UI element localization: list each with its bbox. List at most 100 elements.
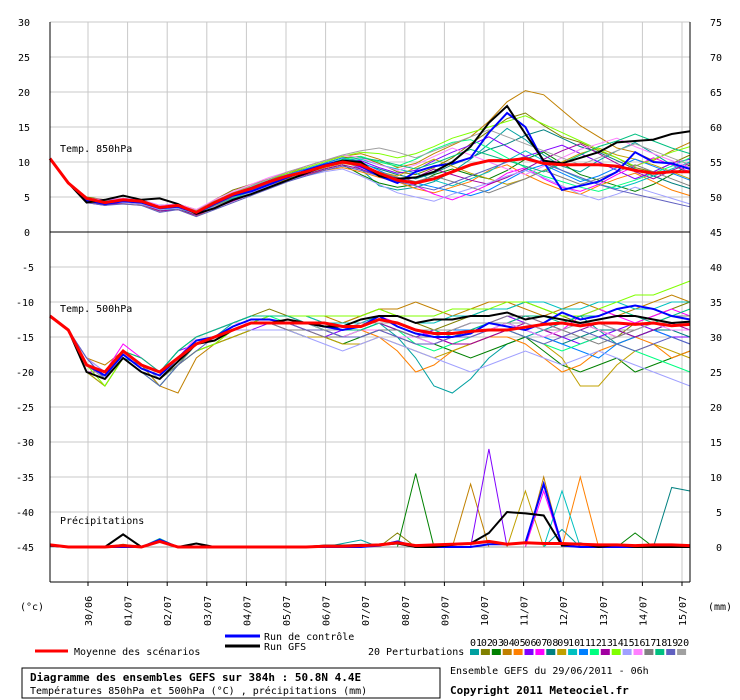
legend-gfs-label: Run GFS — [264, 642, 306, 653]
footer-box — [21, 667, 441, 699]
grid — [50, 21, 690, 582]
t500-perturbation-line — [49, 315, 691, 387]
legend-perturbation-swatch — [611, 649, 621, 655]
legend-perturbation-number: 11 — [579, 638, 591, 649]
footer-subtitle: Températures 850hPa et 500hPa (°C) , pré… — [30, 685, 367, 697]
legend-perturbation-swatch — [600, 649, 610, 655]
legend-perturbation-swatch — [491, 649, 501, 655]
legend-perturbation-number: 14 — [612, 638, 624, 649]
legend-perturbation-number: 12 — [590, 638, 602, 649]
legend-perturbation-number: 07 — [535, 638, 547, 649]
right-tick-label: 30 — [710, 333, 722, 344]
t850-perturbation-line — [49, 90, 691, 211]
x-tick-label: 12/07 — [559, 596, 570, 626]
x-tick-label: 01/07 — [124, 596, 135, 626]
right-tick-label: 10 — [710, 473, 722, 484]
legend-perturbation-number: 03 — [492, 638, 504, 649]
right-tick-label: 45 — [710, 228, 722, 239]
legend-perturbation-swatch — [666, 649, 676, 655]
x-tick-label: 04/07 — [242, 596, 253, 626]
right-tick-label: 60 — [710, 123, 722, 134]
left-tick-label: 5 — [24, 193, 30, 204]
left-tick-label: -5 — [22, 263, 34, 274]
panel-label-850: Temp. 850hPa — [60, 144, 132, 155]
t850-perturbation-line — [49, 137, 691, 211]
legend-perturbation-swatch — [480, 649, 490, 655]
axes: 30252015105075706560555045-5-10-15-20-25… — [16, 18, 732, 626]
left-tick-label: 30 — [18, 18, 30, 29]
left-tick-label: -10 — [16, 298, 34, 309]
x-tick-label: 11/07 — [520, 596, 531, 626]
precip-control-line — [49, 480, 690, 548]
legend-perturbation-swatch — [502, 649, 512, 655]
legend-perturbation-swatch — [524, 649, 534, 655]
right-tick-label: 75 — [710, 18, 722, 29]
t850-mean-line — [48, 156, 690, 215]
right-tick-label: 50 — [710, 193, 722, 204]
x-tick-label: 03/07 — [203, 596, 214, 626]
precip-perturbation-line — [50, 448, 690, 548]
x-tick-label: 13/07 — [599, 596, 610, 626]
precip-perturbation-line — [50, 489, 690, 548]
right-tick-label: 40 — [710, 263, 722, 274]
right-tick-label: 70 — [710, 53, 722, 64]
x-tick-label: 30/06 — [84, 596, 95, 626]
legend-perturbation-number: 10 — [568, 638, 580, 649]
legend-control-label: Run de contrôle — [264, 631, 354, 643]
panel-label-500: Temp. 500hPa — [60, 304, 132, 315]
left-tick-label: -20 — [16, 368, 34, 379]
legend-perturbation-number: 01 — [470, 638, 482, 649]
legend-perturbation-number: 18 — [655, 638, 667, 649]
legend-perturbation-number: 02 — [481, 638, 493, 649]
left-tick-label: -35 — [16, 473, 34, 484]
right-tick-label: 20 — [710, 403, 722, 414]
t850-perturbation-line — [49, 143, 691, 216]
legend-perturbation-number: 13 — [601, 638, 613, 649]
t500-control-line — [49, 304, 691, 377]
legend-perturbation-number: 17 — [644, 638, 656, 649]
x-tick-label: 06/07 — [322, 596, 333, 626]
legend-perturbation-swatch — [579, 649, 588, 655]
left-tick-label: 10 — [18, 158, 30, 169]
footer-title: Diagramme des ensembles GEFS sur 384h : … — [30, 671, 361, 684]
t500-perturbation-line — [49, 294, 691, 394]
t850-perturbation-line — [49, 155, 691, 218]
left-tick-label: -40 — [16, 508, 34, 519]
x-tick-label: 09/07 — [440, 596, 451, 626]
legend-mean-label: Moyenne des scénarios — [74, 646, 200, 658]
legend-perturbation-number: 09 — [557, 638, 569, 649]
precip-mean-line — [49, 539, 691, 549]
t500-gfs-line — [49, 311, 691, 381]
series-lines — [48, 90, 691, 549]
precip-perturbation-line — [50, 489, 690, 548]
t850-perturbation-line — [49, 158, 691, 218]
footer-copyright: Copyright 2011 Meteociel.fr — [450, 684, 629, 697]
right-tick-label: 25 — [710, 368, 722, 379]
right-tick-label: 5 — [716, 508, 722, 519]
x-tick-label: 10/07 — [480, 596, 491, 626]
x-tick-label: 14/07 — [638, 596, 649, 626]
legend-perturbation-number: 05 — [514, 638, 526, 649]
right-tick-label: 55 — [710, 158, 722, 169]
legend-perturbation-number: 15 — [623, 638, 635, 649]
left-tick-label: 20 — [18, 88, 30, 99]
legend-perturbation-swatch — [557, 649, 567, 655]
legend-perturbation-swatch — [589, 649, 599, 655]
legend-perturbation-number: 08 — [546, 638, 558, 649]
left-tick-label: 0 — [24, 228, 30, 239]
legend-perturbation-swatch — [535, 649, 545, 655]
left-unit-label: (°c) — [20, 602, 44, 613]
legend-perturbation-swatch — [622, 649, 632, 655]
legend-perturbation-swatch — [644, 649, 654, 655]
legend-perturbation-swatch — [655, 649, 665, 655]
right-tick-label: 65 — [710, 88, 722, 99]
legend-perturbation-swatch — [470, 649, 479, 655]
right-tick-label: 35 — [710, 298, 722, 309]
footer-ensemble-info: Ensemble GEFS du 29/06/2011 - 06h — [450, 666, 649, 677]
panel-label-precip: Précipitations — [60, 515, 144, 527]
x-tick-label: 05/07 — [282, 596, 293, 626]
right-unit-label: (mm) — [708, 602, 732, 613]
legend-perturbation-swatch — [513, 649, 523, 655]
